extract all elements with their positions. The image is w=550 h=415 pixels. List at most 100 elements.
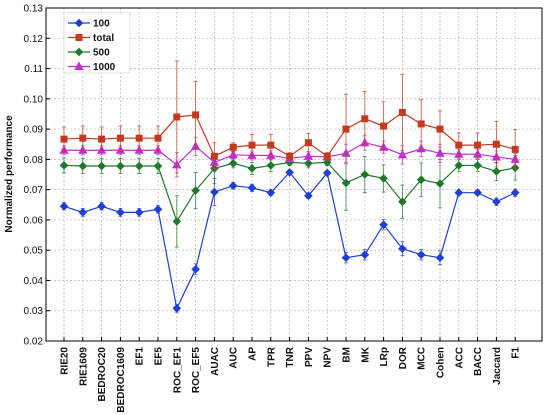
y-tick-label: 0.13	[24, 4, 44, 15]
data-point	[247, 164, 257, 173]
x-tick-label: EF1	[135, 347, 146, 366]
x-tick-label: BM	[342, 347, 353, 363]
data-point	[322, 158, 332, 167]
data-point	[435, 179, 445, 188]
data-point	[191, 186, 200, 195]
data-point	[210, 187, 219, 197]
x-tick-label: TNR	[285, 346, 296, 367]
y-tick-label: 0.12	[24, 34, 44, 45]
legend: 100 total 500 1000	[63, 12, 131, 74]
data-point	[416, 175, 426, 184]
data-point	[379, 174, 388, 183]
legend-label: 500	[93, 48, 110, 59]
data-point	[210, 152, 218, 160]
data-point	[248, 141, 256, 149]
data-point	[397, 149, 408, 159]
data-point	[398, 197, 407, 207]
legend-entry-total: total	[68, 33, 114, 44]
data-point	[229, 143, 237, 151]
data-point	[59, 161, 69, 170]
data-point	[154, 134, 162, 142]
data-point	[135, 134, 143, 142]
x-tick-label: AUAC	[210, 347, 221, 376]
data-point	[435, 253, 445, 263]
series-100	[59, 168, 520, 313]
data-point	[59, 201, 69, 211]
legend-swatch-marker	[74, 61, 84, 70]
legend-swatch-marker	[75, 34, 83, 41]
data-point	[172, 303, 182, 313]
x-tick-label: ROC_EF5	[191, 347, 202, 394]
series-500	[59, 152, 520, 248]
y-tick-label: 0.03	[24, 306, 44, 317]
data-point	[342, 125, 350, 133]
data-point	[134, 208, 144, 217]
data-point	[473, 188, 482, 197]
data-point	[153, 161, 163, 171]
data-point	[511, 145, 519, 153]
legend-label: 1000	[93, 62, 116, 73]
data-point	[510, 188, 520, 197]
x-tick-label: DOR	[398, 346, 409, 369]
x-axis-ticks: RIE20 RIE1609 BEDROC20 BEDROC1609 EF1 EF5 ROC_…	[60, 337, 522, 413]
y-tick-label: 0.04	[24, 276, 44, 287]
data-point	[455, 141, 463, 149]
data-point	[116, 208, 125, 217]
x-tick-label: RIE20	[60, 347, 71, 375]
data-point	[454, 161, 464, 170]
data-point	[172, 217, 182, 226]
data-point	[266, 188, 276, 197]
data-point	[417, 120, 425, 128]
data-point	[474, 141, 482, 149]
grid-layer	[46, 8, 542, 341]
data-point	[322, 168, 332, 178]
x-tick-label: BEDROC1609	[116, 347, 127, 413]
x-tick-label: TPR	[266, 346, 277, 367]
data-point	[435, 148, 445, 157]
x-tick-label: F1	[511, 347, 522, 359]
data-point	[192, 111, 200, 119]
data-point	[116, 161, 125, 171]
legend-entry-100: 100	[68, 19, 110, 30]
data-point	[473, 161, 482, 170]
data-point	[98, 135, 106, 143]
series-layer	[59, 60, 520, 313]
data-point	[266, 161, 276, 170]
x-tick-label: AP	[248, 347, 259, 361]
data-point	[380, 122, 388, 130]
x-tick-label: EF5	[154, 347, 165, 366]
data-point	[228, 181, 238, 191]
x-tick-label: LRp	[379, 347, 390, 366]
data-point	[361, 115, 369, 123]
data-point	[134, 161, 144, 171]
x-tick-label: RIE1609	[78, 347, 89, 386]
data-point	[416, 250, 426, 260]
data-point	[285, 168, 294, 177]
data-point	[173, 113, 181, 121]
x-tick-label: BEDROC20	[97, 347, 108, 402]
data-point	[97, 201, 106, 211]
data-point	[116, 134, 124, 142]
legend-swatch-marker	[74, 18, 84, 28]
legend-entry-1000: 1000	[68, 61, 116, 73]
data-point	[341, 253, 351, 263]
data-point	[78, 161, 88, 171]
data-point	[228, 158, 238, 168]
x-tick-label: NPV	[323, 347, 334, 368]
data-point	[304, 139, 312, 147]
y-axis-ticks: 0.02 0.03 0.04 0.05 0.06 0.07 0.08 0.09 0.10 0.11…	[24, 4, 50, 348]
legend-label: total	[93, 33, 114, 44]
data-point	[492, 197, 501, 207]
x-tick-label: Jaccard	[492, 347, 503, 385]
data-point	[341, 178, 351, 188]
y-tick-label: 0.06	[24, 215, 44, 226]
data-point	[286, 152, 294, 160]
legend-swatch-marker	[74, 47, 84, 57]
data-point	[360, 170, 370, 179]
data-point	[492, 167, 501, 176]
x-tick-label: MK	[360, 346, 371, 362]
data-point	[78, 208, 88, 217]
data-point	[303, 151, 314, 160]
data-point	[228, 149, 238, 159]
data-point	[304, 191, 313, 200]
